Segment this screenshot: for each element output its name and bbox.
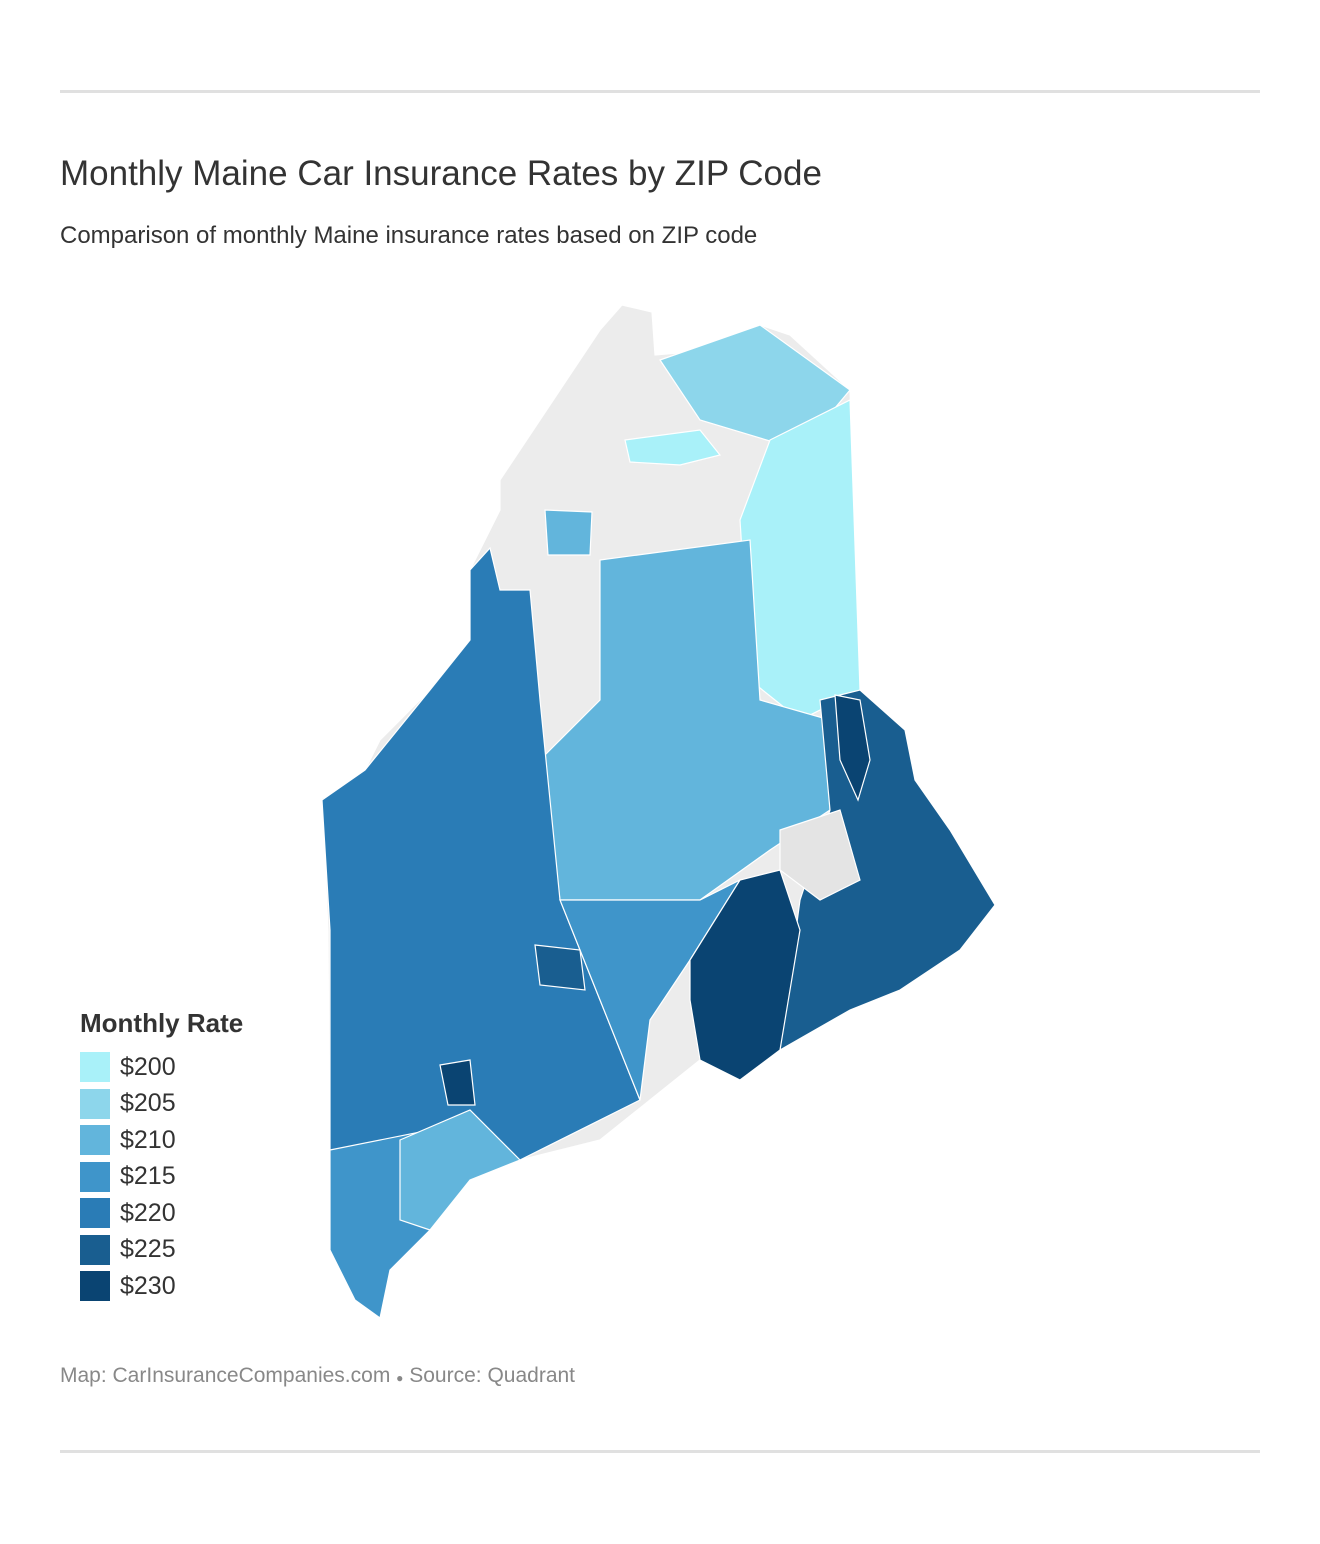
legend-swatch (80, 1052, 110, 1083)
legend-item: $205 (80, 1086, 243, 1123)
legend-swatch (80, 1198, 110, 1229)
subtitle: Comparison of monthly Maine insurance ra… (60, 222, 758, 249)
legend-label: $225 (120, 1235, 176, 1264)
legend-swatch (80, 1161, 110, 1192)
legend-label: $230 (120, 1271, 176, 1300)
legend-item: $210 (80, 1122, 243, 1159)
legend-item: $200 (80, 1049, 243, 1086)
region (689, 869, 801, 1081)
region (539, 539, 831, 901)
legend-swatch (80, 1088, 110, 1119)
legend: Monthly Rate $200 $205 $210 $215 $220 $225 $23… (80, 1008, 243, 1305)
region (534, 944, 586, 991)
bottom-rule (60, 1450, 1260, 1453)
legend-item: $230 (80, 1268, 243, 1305)
legend-item: $215 (80, 1159, 243, 1196)
legend-label: $220 (120, 1198, 176, 1227)
legend-swatch (80, 1271, 110, 1302)
footer: Map: CarInsuranceCompanies.com ● Source:… (60, 1364, 575, 1388)
region (559, 878, 742, 1101)
region (544, 509, 593, 556)
legend-item: $220 (80, 1195, 243, 1232)
legend-title: Monthly Rate (80, 1008, 244, 1038)
legend-label: $200 (120, 1052, 176, 1081)
bullet: ● (396, 1371, 404, 1385)
footer-map: Map: CarInsuranceCompanies.com (60, 1364, 391, 1387)
maine-map (321, 304, 996, 1320)
region (439, 1059, 476, 1106)
top-rule (60, 90, 1260, 93)
legend-item: $225 (80, 1232, 243, 1269)
legend-label: $210 (120, 1125, 176, 1154)
footer-source: Source: Quadrant (409, 1364, 576, 1387)
title: Monthly Maine Car Insurance Rates by ZIP… (60, 154, 822, 193)
legend-swatch (80, 1125, 110, 1156)
region (779, 689, 996, 1052)
legend-items: $200 $205 $210 $215 $220 $225 $230 (80, 1049, 243, 1305)
region (834, 694, 871, 802)
legend-label: $215 (120, 1162, 176, 1191)
region (779, 809, 861, 901)
legend-swatch (80, 1234, 110, 1265)
region (624, 429, 722, 466)
region (399, 1109, 522, 1231)
legend-label: $205 (120, 1089, 176, 1118)
